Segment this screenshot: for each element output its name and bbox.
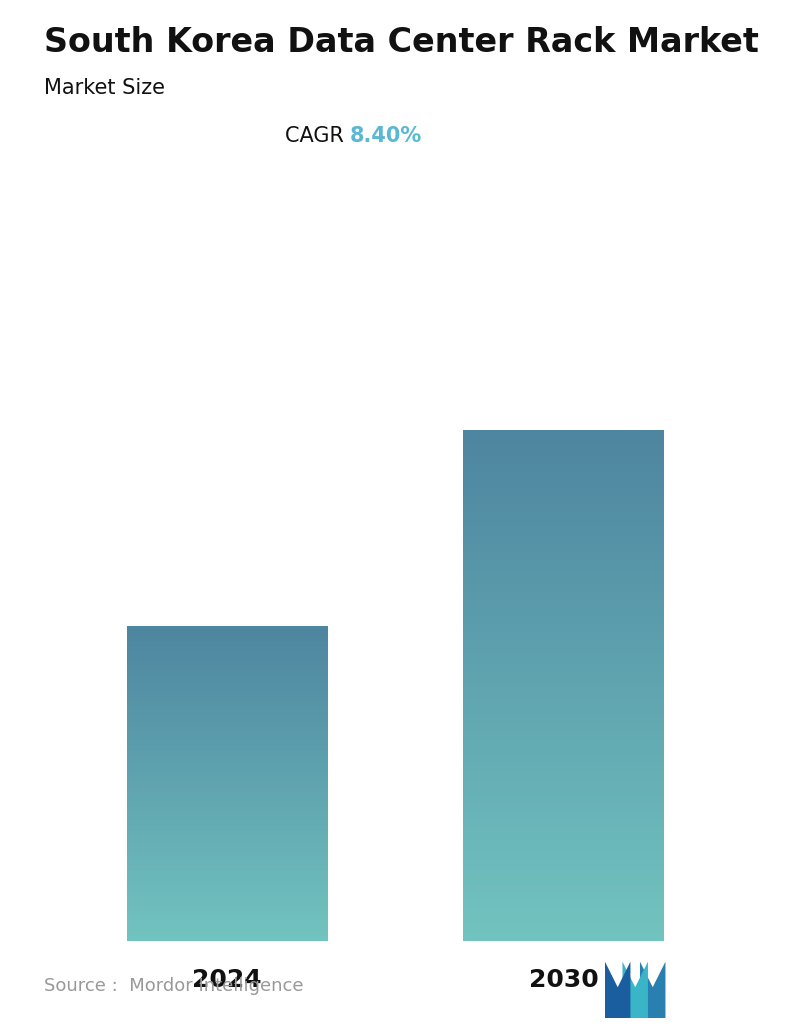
- Text: 2030: 2030: [529, 969, 599, 993]
- Text: 8.40%: 8.40%: [350, 126, 423, 146]
- Text: Source :  Mordor Intelligence: Source : Mordor Intelligence: [44, 977, 303, 995]
- Text: CAGR: CAGR: [285, 126, 350, 146]
- Text: Market Size: Market Size: [44, 78, 165, 97]
- Text: South Korea Data Center Rack Market: South Korea Data Center Rack Market: [44, 26, 759, 59]
- Text: 2024: 2024: [192, 969, 262, 993]
